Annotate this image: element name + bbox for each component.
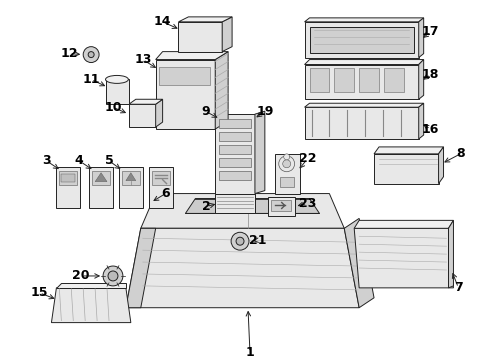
Bar [219, 119, 251, 128]
Bar [152, 171, 170, 185]
Polygon shape [178, 17, 232, 22]
Polygon shape [419, 18, 424, 58]
Circle shape [103, 266, 123, 286]
Text: 19: 19 [256, 105, 273, 118]
Text: 11: 11 [82, 73, 100, 86]
Polygon shape [344, 219, 374, 308]
Polygon shape [419, 103, 424, 139]
Polygon shape [268, 197, 294, 216]
Polygon shape [374, 147, 443, 154]
Text: 23: 23 [299, 197, 316, 210]
Bar [271, 199, 291, 211]
Text: 14: 14 [154, 15, 172, 28]
Text: 9: 9 [201, 105, 210, 118]
Polygon shape [141, 194, 344, 228]
Polygon shape [89, 167, 113, 208]
Bar [280, 177, 294, 186]
Text: 22: 22 [299, 152, 316, 165]
Polygon shape [126, 173, 136, 181]
Text: 12: 12 [61, 47, 78, 60]
Text: 2: 2 [202, 200, 211, 213]
Polygon shape [275, 154, 299, 194]
Bar [219, 158, 251, 167]
Circle shape [231, 232, 249, 250]
Text: 18: 18 [422, 68, 440, 81]
Bar [219, 171, 251, 180]
Polygon shape [439, 147, 443, 184]
Polygon shape [305, 22, 419, 58]
Text: 10: 10 [104, 101, 122, 114]
Polygon shape [129, 99, 163, 104]
Polygon shape [95, 173, 107, 182]
Text: 5: 5 [105, 154, 113, 167]
Polygon shape [354, 220, 453, 228]
Polygon shape [305, 18, 424, 22]
Circle shape [108, 271, 118, 281]
Text: 15: 15 [31, 286, 49, 299]
Polygon shape [185, 198, 319, 213]
Polygon shape [255, 111, 265, 194]
Polygon shape [56, 283, 126, 288]
Bar [219, 145, 251, 154]
Text: 6: 6 [161, 187, 170, 200]
Text: 16: 16 [422, 122, 440, 136]
Bar [384, 68, 404, 92]
Circle shape [279, 156, 294, 172]
Circle shape [88, 51, 94, 58]
Polygon shape [448, 220, 453, 288]
Text: 4: 4 [75, 154, 84, 167]
Text: 20: 20 [73, 269, 90, 283]
Polygon shape [222, 17, 232, 51]
Ellipse shape [105, 76, 128, 84]
Polygon shape [305, 107, 419, 139]
Circle shape [236, 237, 244, 245]
Text: 17: 17 [422, 25, 440, 38]
Polygon shape [419, 59, 424, 99]
Polygon shape [354, 228, 453, 288]
Bar [92, 171, 110, 185]
Polygon shape [310, 27, 414, 53]
Circle shape [284, 154, 290, 160]
Polygon shape [119, 167, 143, 208]
Polygon shape [156, 99, 163, 127]
Polygon shape [305, 64, 419, 99]
Polygon shape [56, 167, 80, 208]
Circle shape [283, 160, 291, 168]
Bar [61, 174, 75, 182]
Polygon shape [156, 51, 228, 59]
Bar [59, 171, 77, 185]
Polygon shape [215, 194, 255, 213]
Text: 8: 8 [456, 147, 465, 160]
Polygon shape [374, 154, 439, 184]
Bar [219, 132, 251, 141]
Polygon shape [215, 114, 255, 194]
Text: 21: 21 [249, 234, 267, 247]
Bar [310, 68, 329, 92]
Polygon shape [106, 80, 129, 104]
Polygon shape [156, 59, 215, 129]
Circle shape [83, 47, 99, 63]
Polygon shape [126, 228, 359, 308]
Bar [122, 171, 140, 185]
Polygon shape [126, 228, 156, 308]
Polygon shape [305, 59, 424, 64]
Text: 1: 1 [245, 346, 254, 359]
Polygon shape [305, 103, 424, 107]
Text: 13: 13 [134, 53, 151, 66]
Polygon shape [178, 22, 222, 51]
Polygon shape [148, 167, 172, 208]
Bar [334, 68, 354, 92]
Polygon shape [215, 51, 228, 129]
Polygon shape [51, 288, 131, 323]
Bar [159, 67, 210, 85]
Bar [359, 68, 379, 92]
Text: 7: 7 [454, 282, 463, 294]
Polygon shape [129, 104, 156, 127]
Text: 3: 3 [42, 154, 51, 167]
